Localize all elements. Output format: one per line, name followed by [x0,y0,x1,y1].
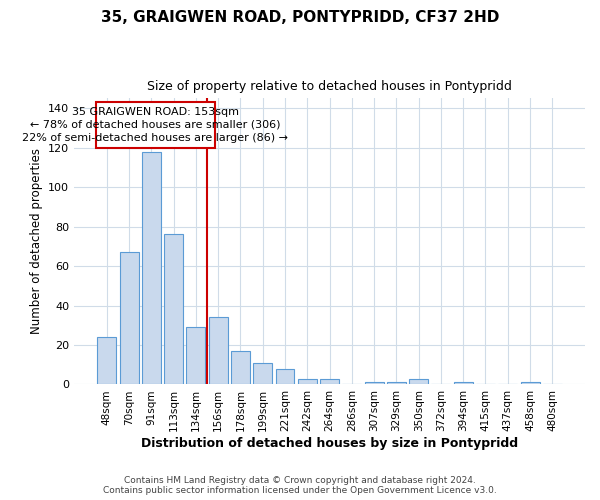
Title: Size of property relative to detached houses in Pontypridd: Size of property relative to detached ho… [147,80,512,93]
Bar [142,152,161,384]
Bar [253,363,272,384]
Bar [409,378,428,384]
Text: 35 GRAIGWEN ROAD: 153sqm
← 78% of detached houses are smaller (306)
22% of semi-: 35 GRAIGWEN ROAD: 153sqm ← 78% of detach… [22,107,288,143]
Y-axis label: Number of detached properties: Number of detached properties [29,148,43,334]
Bar [209,318,227,384]
Bar [320,378,339,384]
Bar [298,378,317,384]
X-axis label: Distribution of detached houses by size in Pontypridd: Distribution of detached houses by size … [141,437,518,450]
FancyBboxPatch shape [95,102,215,148]
Bar [365,382,383,384]
Text: 35, GRAIGWEN ROAD, PONTYPRIDD, CF37 2HD: 35, GRAIGWEN ROAD, PONTYPRIDD, CF37 2HD [101,10,499,25]
Bar [187,327,205,384]
Bar [521,382,539,384]
Bar [231,351,250,384]
Bar [164,234,183,384]
Text: Contains HM Land Registry data © Crown copyright and database right 2024.
Contai: Contains HM Land Registry data © Crown c… [103,476,497,495]
Bar [119,252,139,384]
Bar [387,382,406,384]
Bar [97,337,116,384]
Bar [275,368,295,384]
Bar [454,382,473,384]
